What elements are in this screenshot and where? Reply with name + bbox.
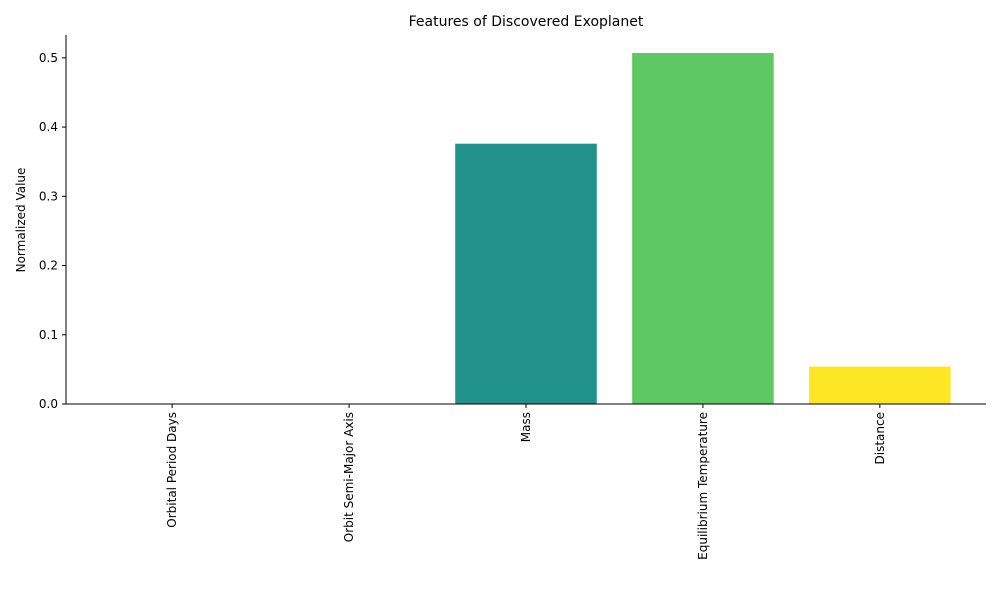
x-tick-label-0: Orbital Period Days [165,412,179,528]
y-tick-label-2: 0.2 [39,259,58,273]
x-tick-label-4: Distance [873,412,887,464]
bar-series [455,53,951,404]
bar-2 [455,143,597,404]
y-axis-ticks: 0.0 0.1 0.2 0.3 0.4 0.5 [39,51,66,411]
x-tick-label-1: Orbit Semi-Major Axis [342,412,356,542]
y-tick-label-1: 0.1 [39,328,58,342]
y-tick-label-3: 0.3 [39,189,58,203]
x-tick-label-2: Mass [519,412,533,442]
bar-4 [809,366,951,404]
x-tick-label-3: Equilibrium Temperature [696,412,710,560]
chart-title: Features of Discovered Exoplanet [409,14,644,30]
y-tick-label-4: 0.4 [39,120,58,134]
bar-3 [632,53,774,404]
x-axis-ticks: Orbital Period Days Orbit Semi-Major Axis… [165,404,887,560]
y-tick-label-0: 0.0 [39,397,58,411]
y-axis-label: Normalized Value [14,168,28,273]
y-tick-label-5: 0.5 [39,51,58,65]
